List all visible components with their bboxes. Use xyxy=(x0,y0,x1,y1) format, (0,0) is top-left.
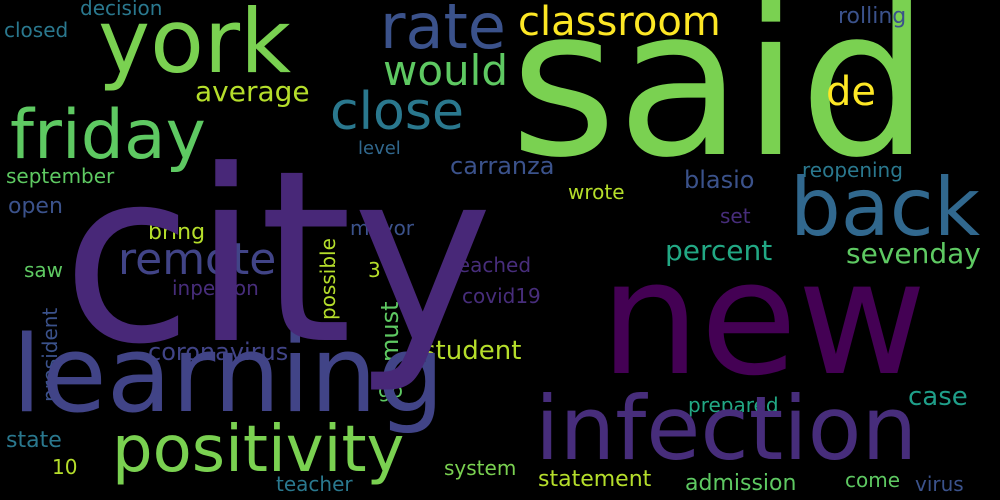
word-3: 3 xyxy=(368,258,381,282)
word-inperson: inperson xyxy=(172,276,259,300)
word-saw: saw xyxy=(24,258,64,282)
word-sevenday: sevenday xyxy=(846,237,981,270)
word-closed: closed xyxy=(4,18,69,42)
word-teacher: teacher xyxy=(276,472,353,496)
word-de: de xyxy=(826,69,876,115)
word-case: case xyxy=(908,382,968,412)
word-mayor: mayor xyxy=(350,216,415,240)
word-average: average xyxy=(195,75,310,108)
word-set: set xyxy=(720,204,751,228)
word-state: state xyxy=(6,428,62,453)
word-september: september xyxy=(6,164,115,188)
word-prepared: prepared xyxy=(688,393,779,417)
word-virus: virus xyxy=(915,472,964,496)
word-coronavirus: coronavirus xyxy=(148,338,289,366)
word-decision: decision xyxy=(80,0,163,20)
word-learning: learning xyxy=(12,313,445,436)
word-rate: rate xyxy=(380,0,506,63)
word-reached: reached xyxy=(450,253,532,277)
word-back: back xyxy=(790,161,981,254)
word-said: said xyxy=(510,0,930,203)
word-reopening: reopening xyxy=(802,158,903,182)
word-student: student xyxy=(422,336,522,366)
word-classroom: classroom xyxy=(518,0,721,45)
word-rolling: rolling xyxy=(838,4,907,29)
word-positivity: positivity xyxy=(112,413,405,487)
word-remote: remote xyxy=(118,234,277,285)
word-blasio: blasio xyxy=(684,166,755,194)
word-new: new xyxy=(600,227,927,411)
word-bring: bring xyxy=(148,220,206,245)
word-come: come xyxy=(845,468,901,492)
word-percent: percent xyxy=(665,234,773,267)
word-covid19: covid19 xyxy=(462,284,541,308)
word-carranza: carranza xyxy=(450,152,555,180)
word-friday: friday xyxy=(10,96,206,175)
word-10: 10 xyxy=(52,455,78,479)
word-statement: statement xyxy=(538,467,652,492)
word-open: open xyxy=(8,194,63,219)
word-wrote: wrote xyxy=(568,180,625,204)
word-would: would xyxy=(383,46,508,95)
word-city: city xyxy=(62,120,494,397)
word-go: go xyxy=(378,378,403,402)
word-admission: admission xyxy=(685,471,797,496)
word-system: system xyxy=(444,456,517,480)
word-york: york xyxy=(98,0,292,93)
word-level: level xyxy=(358,138,401,159)
word-infection: infection xyxy=(535,377,918,480)
word-close: close xyxy=(330,82,464,142)
